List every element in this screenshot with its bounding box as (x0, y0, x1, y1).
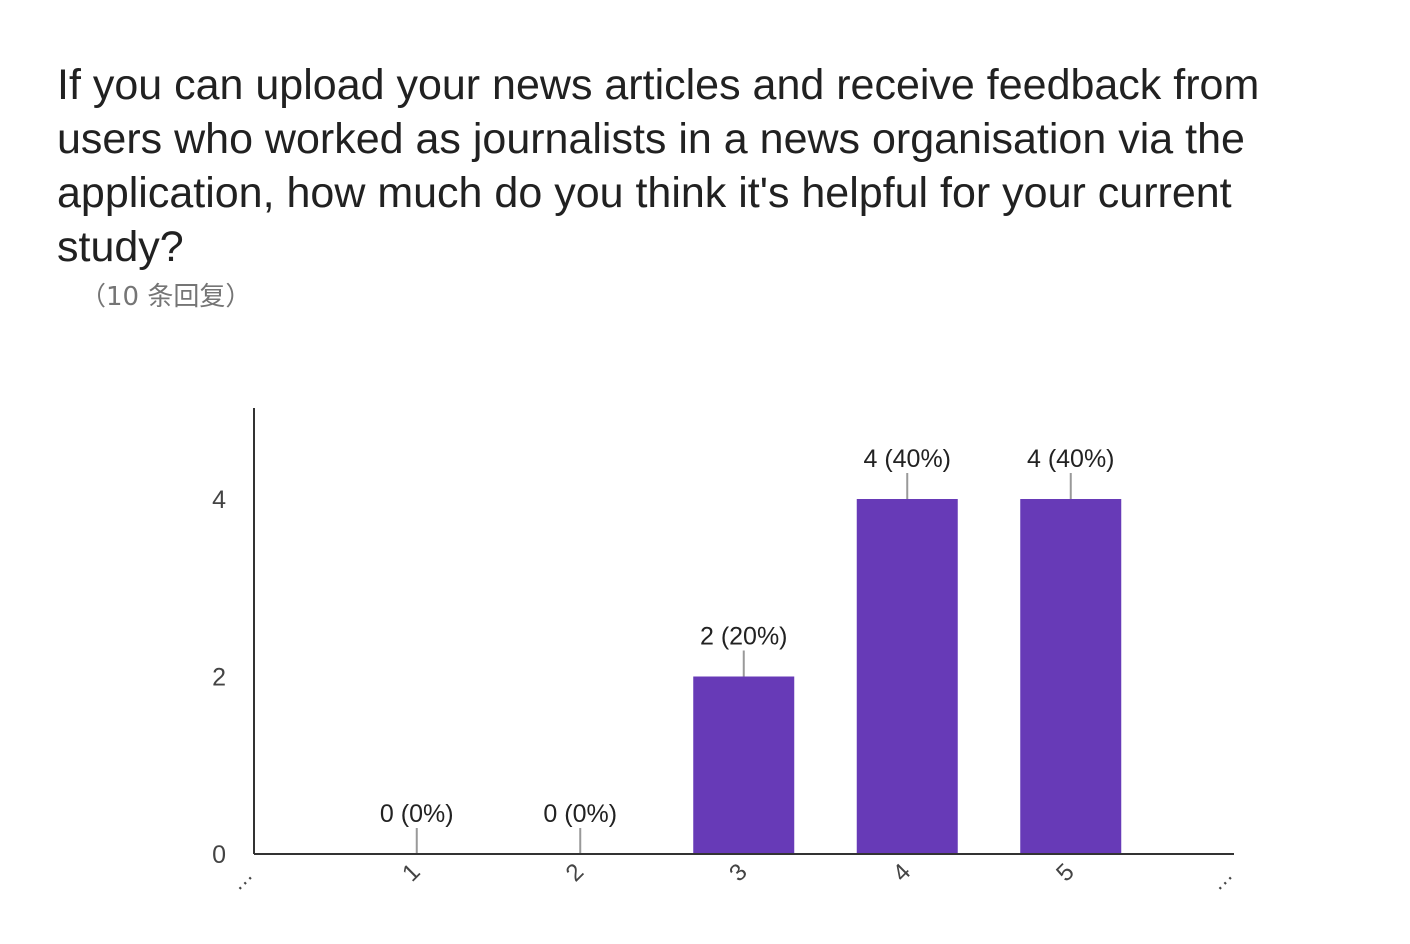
question-title: If you can upload your news articles and… (57, 61, 1260, 271)
y-tick-label-2: 2 (212, 664, 226, 692)
bars-group (693, 499, 1122, 854)
data-label-4: 4 (40%) (863, 445, 951, 473)
x-ellipsis-right: … (1204, 862, 1237, 895)
bar-4 (856, 499, 958, 854)
data-label-3: 2 (20%) (700, 623, 788, 651)
bar-3 (693, 676, 795, 854)
x-tick-label-1: 1 (397, 858, 426, 887)
response-count: （10 条回复） (80, 282, 252, 312)
x-tick-label-3: 3 (724, 858, 753, 887)
data-label-1: 0 (0%) (380, 800, 454, 828)
x-tick-label-4: 4 (888, 858, 917, 887)
bar-5 (1020, 499, 1122, 854)
x-tick-label-5: 5 (1051, 858, 1080, 887)
data-label-5: 4 (40%) (1027, 445, 1115, 473)
data-labels-group: 0 (0%) 0 (0%) 2 (20%) 4 (40%) 4 (40%) (380, 445, 1115, 854)
y-tick-label-4: 4 (212, 486, 226, 514)
x-tick-label-2: 2 (561, 858, 590, 887)
y-tick-label-0: 0 (212, 841, 226, 869)
x-ellipsis-left: … (224, 862, 257, 895)
data-label-2: 0 (0%) (543, 800, 617, 828)
